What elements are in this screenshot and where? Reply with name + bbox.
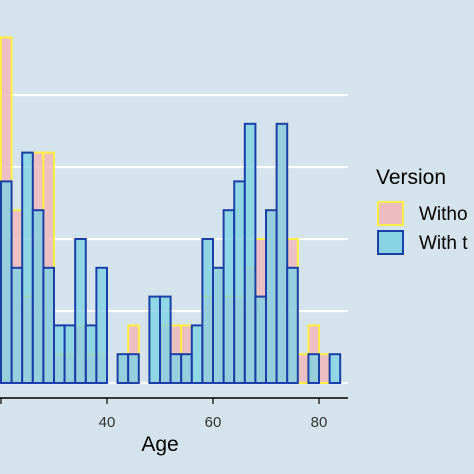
x-axis-title: Age — [141, 433, 178, 456]
bar-with-t — [148, 295, 161, 385]
bar-with-t — [63, 324, 77, 384]
legend-label-with-t: With t — [419, 233, 468, 254]
legend-key-witho — [377, 201, 404, 226]
bar-with-t — [74, 238, 87, 384]
bar-with-t — [159, 295, 172, 385]
bar-with-t — [21, 151, 34, 384]
bars — [0, 36, 342, 385]
bar-with-t — [233, 180, 246, 384]
bar-with-t — [328, 353, 342, 385]
x-tick-label: 40 — [99, 414, 116, 431]
bar-with-t — [95, 266, 109, 384]
bar-with-t — [243, 122, 257, 385]
bar-with-t — [42, 266, 56, 384]
bar-with-t — [286, 266, 299, 384]
bar-with-t — [275, 122, 289, 385]
x-tick-label: 80 — [311, 414, 328, 431]
bar-with-t — [31, 209, 45, 384]
bar-with-t — [254, 295, 267, 385]
bar-with-t — [222, 209, 236, 384]
bar-with-t — [84, 324, 98, 384]
bar-with-t — [190, 324, 204, 384]
bar-witho — [296, 353, 310, 385]
bar-with-t — [10, 266, 24, 384]
bar-with-t — [265, 209, 278, 384]
bar-with-t — [127, 353, 140, 385]
legend: Version Witho With t — [376, 166, 468, 255]
bar-with-t — [0, 180, 13, 384]
bar-with-t — [180, 353, 193, 385]
bar-with-t — [212, 266, 225, 384]
legend-key-with-t — [377, 230, 404, 255]
legend-title: Version — [376, 166, 446, 189]
x-axis: 40 60 80 — [0, 397, 348, 431]
x-tick-label: 60 — [205, 414, 222, 431]
bar-with-t — [201, 238, 214, 384]
bar-with-t — [169, 353, 183, 385]
bar-witho — [318, 353, 331, 385]
bar-with-t — [53, 324, 66, 384]
bar-with-t — [116, 353, 130, 385]
bar-with-t — [307, 353, 320, 385]
legend-label-witho: Witho — [419, 204, 468, 225]
